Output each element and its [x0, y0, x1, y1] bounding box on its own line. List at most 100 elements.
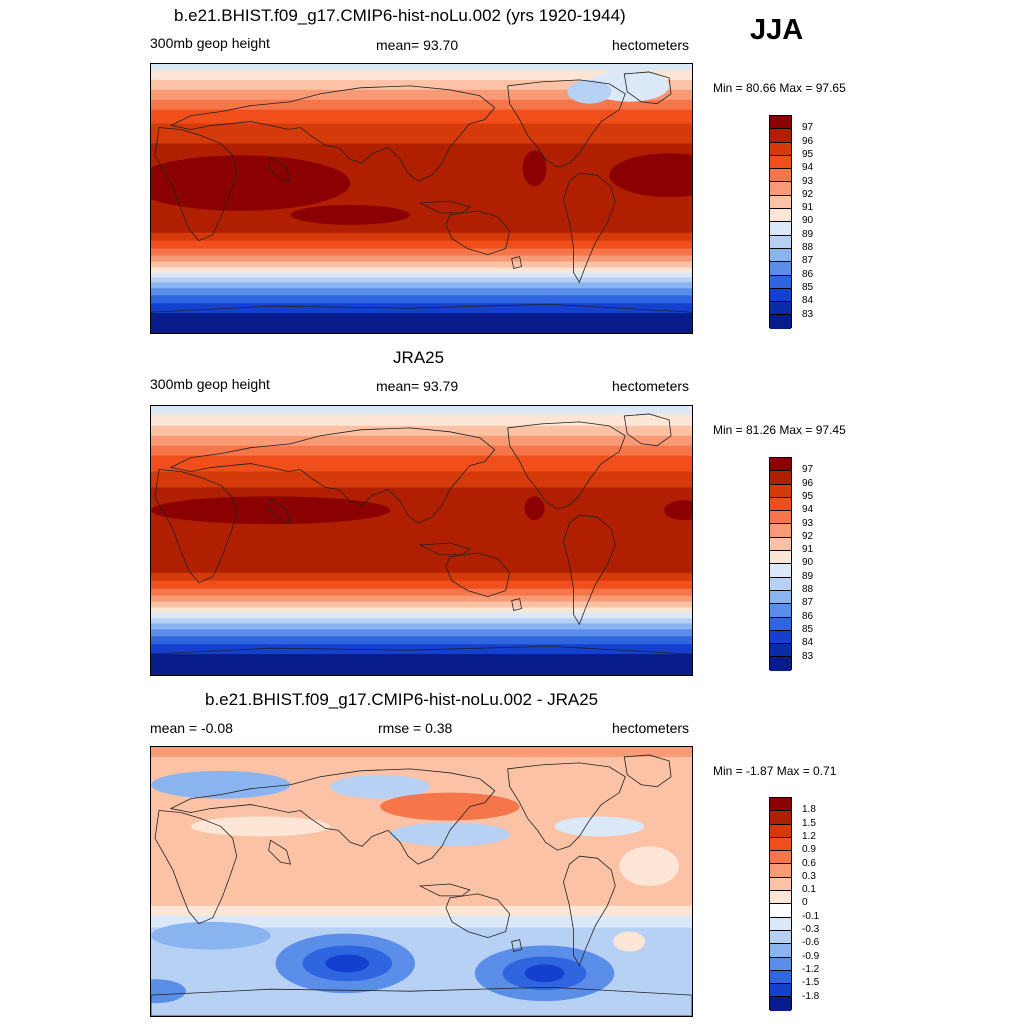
contour-region [619, 846, 680, 886]
contour-band [151, 255, 692, 263]
colorbar-tick-label: 87 [802, 255, 814, 267]
contour-band [151, 747, 692, 758]
colorbar-tick-label: 85 [802, 623, 814, 635]
coastline [511, 256, 523, 269]
contour-band [151, 455, 692, 473]
panel-2-variable-label: 300mb geop height [150, 376, 270, 392]
contour-band [151, 69, 692, 81]
colorbar-swatch [770, 824, 791, 838]
contour-band [151, 79, 692, 91]
contour-band [151, 248, 692, 257]
contour-region [151, 155, 351, 211]
contour-region [330, 774, 430, 799]
coastline [169, 85, 496, 182]
contour-band [151, 636, 692, 646]
panel-3-units-label: hectometers [612, 720, 690, 736]
colorbar-tick-label: 1.5 [802, 817, 816, 829]
panel-2-title: JRA25 [393, 348, 445, 367]
colorbar-tick-label: 83 [802, 308, 814, 320]
colorbar-tick-label: 88 [802, 584, 814, 595]
contour-region [190, 816, 331, 837]
colorbar-swatch [770, 471, 791, 485]
contour-region [522, 150, 547, 187]
coastline [268, 498, 292, 524]
colorbar-tick-label: -1.2 [802, 963, 820, 975]
colorbar-swatch [770, 617, 791, 631]
contour-band [151, 109, 692, 125]
colorbar-swatch [770, 302, 791, 316]
colorbar-swatch [770, 182, 791, 196]
coastline [151, 645, 692, 675]
colorbar-swatch [770, 537, 791, 552]
colorbar-swatch [770, 142, 791, 156]
colorbar-tick-label: 1.2 [802, 830, 816, 842]
coastline [151, 303, 692, 333]
colorbar-swatch [770, 129, 791, 143]
colorbar-swatch [770, 970, 791, 985]
colorbar-swatch [770, 564, 791, 578]
colorbar-tick-label: -1.8 [802, 990, 820, 1002]
contour-band [151, 601, 692, 609]
contour-band [151, 915, 692, 929]
colorbar-swatch [770, 497, 791, 512]
contour-band [151, 425, 692, 437]
colorbar-tick-label: 96 [802, 135, 814, 147]
coastline [151, 986, 692, 1016]
contour-region [524, 964, 565, 983]
colorbar-tick-label: 87 [802, 597, 814, 609]
coastline [418, 883, 471, 897]
panel-2-minmax: Min = 81.26 Max = 97.45 [713, 423, 846, 437]
contour-region [380, 792, 520, 821]
contour-band [151, 277, 692, 284]
colorbar-swatch [770, 604, 791, 618]
colorbar-tick-label: 0.9 [802, 844, 816, 856]
contour-band [151, 240, 692, 250]
colorbar-swatch [770, 877, 791, 892]
panel-2-map [150, 405, 693, 676]
contour-band [151, 272, 692, 279]
colorbar-swatch [770, 551, 791, 565]
colorbar-swatch [770, 837, 791, 852]
coastline [507, 421, 626, 510]
colorbar-tick-label: 0.6 [802, 857, 816, 869]
colorbar-tick-label: 89 [802, 570, 814, 582]
coastline [268, 839, 292, 865]
contour-band [151, 756, 692, 768]
panel-1-units-label: hectometers [612, 37, 690, 53]
contour-band [151, 303, 692, 315]
colorbar-tick-label: 93 [802, 517, 814, 529]
contour-band [151, 261, 692, 269]
colorbar-tick-label: -0.6 [802, 937, 820, 949]
colorbar-swatch [770, 944, 791, 958]
colorbar-tick-label: 88 [802, 242, 814, 253]
colorbar-swatch [770, 904, 791, 918]
colorbar-swatch [770, 458, 791, 472]
contour-region [325, 954, 370, 973]
contour-band [151, 435, 692, 447]
coastline [563, 855, 616, 967]
colorbar-swatch [770, 864, 791, 878]
colorbar-swatch [770, 169, 791, 183]
contour-region [609, 153, 692, 198]
colorbar-swatch [770, 590, 791, 605]
panel-3-map [150, 746, 693, 1017]
contour-band [151, 618, 692, 625]
coastline [418, 542, 471, 556]
panel-1-map [150, 63, 693, 334]
colorbar-tick-label: -0.1 [802, 910, 820, 922]
panel-3-mean-label: mean = -0.08 [150, 720, 233, 736]
colorbar-swatch [770, 209, 791, 223]
contour-band [151, 612, 692, 620]
colorbar-tick-label: 96 [802, 477, 814, 489]
contour-region [664, 500, 692, 521]
contour-band [151, 123, 692, 145]
colorbar-swatch [770, 155, 791, 170]
panel-2-units-label: hectometers [612, 378, 690, 394]
contour-region [524, 496, 545, 521]
colorbar-tick-label: 0.3 [802, 870, 816, 882]
contour-band [151, 654, 692, 675]
colorbar-tick-label: 94 [802, 162, 814, 174]
contour-band [151, 89, 692, 101]
coastline [418, 200, 471, 214]
colorbar-tick-label: 86 [802, 268, 814, 280]
